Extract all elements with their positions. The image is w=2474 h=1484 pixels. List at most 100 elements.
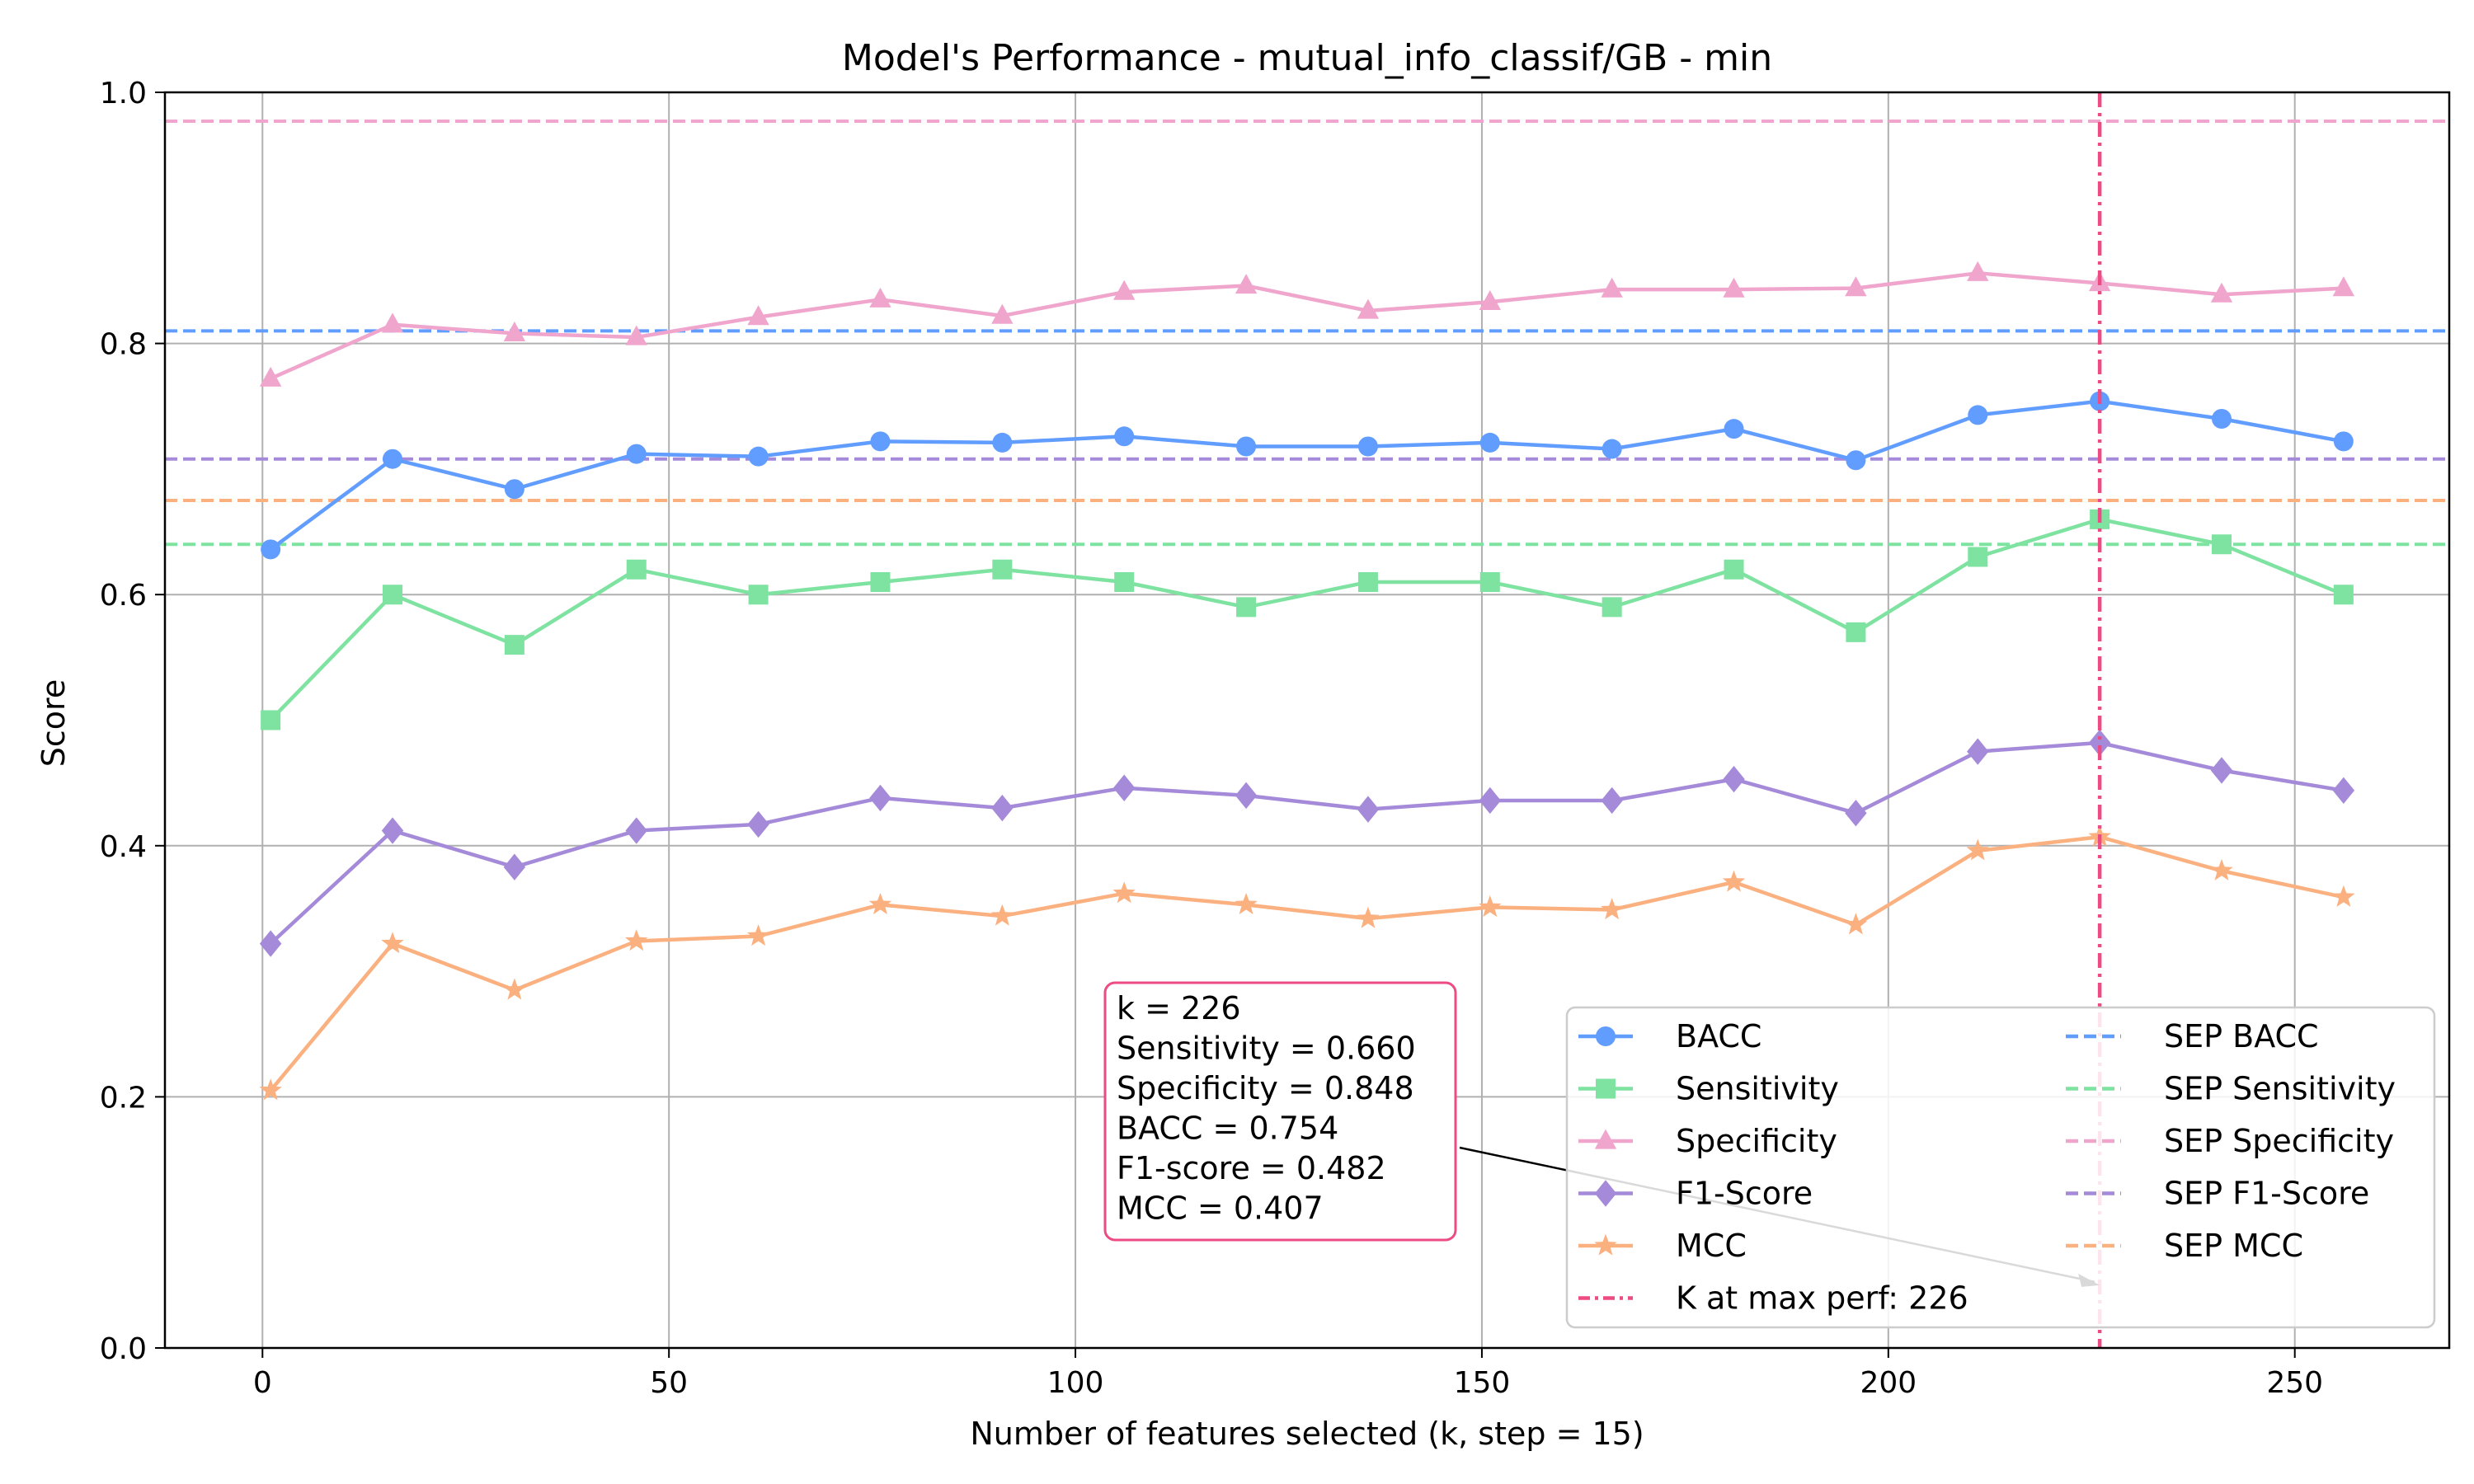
data-point: [1723, 765, 1745, 793]
data-point: [991, 794, 1014, 822]
data-point: [2332, 885, 2355, 907]
data-point: [503, 978, 526, 1000]
data-point: [261, 539, 281, 560]
data-point: [2088, 729, 2111, 757]
data-point: [1967, 261, 1989, 281]
legend-label: MCC: [1676, 1228, 1747, 1264]
plot-frame: [163, 91, 2451, 1350]
legend-label: SEP F1-Score: [2164, 1176, 2369, 1212]
data-point: [2210, 282, 2233, 303]
y-tick-label: 0.4: [100, 830, 147, 864]
legend-label: K at max perf: 226: [1676, 1280, 1968, 1317]
series-line: [269, 517, 2345, 722]
legend-label: BACC: [1676, 1018, 1761, 1054]
data-point: [2332, 276, 2355, 297]
annotation-line: BACC = 0.754: [1117, 1111, 1338, 1147]
data-point: [259, 930, 282, 957]
data-point: [504, 635, 524, 655]
data-point: [1724, 559, 1744, 580]
data-point: [1601, 277, 1623, 298]
data-point: [748, 446, 769, 467]
data-point: [381, 312, 404, 333]
data-point: [747, 305, 769, 326]
data-point: [1357, 571, 1378, 592]
series-lines: [259, 261, 2355, 1101]
annotation-line: MCC = 0.407: [1117, 1190, 1324, 1227]
data-point: [2210, 858, 2233, 881]
series-line: [269, 740, 2345, 946]
data-point: [503, 322, 526, 342]
data-point: [1235, 274, 1258, 294]
data-point: [1236, 597, 1257, 618]
legend-marker: [1594, 1129, 1617, 1149]
data-point: [1236, 436, 1257, 457]
data-point: [1235, 893, 1258, 914]
data-point: [1113, 279, 1136, 300]
axes: 0 50 100 150 200 250 0.0 0.2 0.4 0.6 0.8 1.0: [100, 77, 2451, 1400]
data-point: [1722, 870, 1746, 892]
annotation-line: F1-score = 0.482: [1117, 1150, 1386, 1186]
data-point: [1479, 289, 1501, 310]
y-tick-label: 1.0: [100, 77, 147, 110]
legend-label: SEP MCC: [2164, 1228, 2303, 1264]
legend-label: Sensitivity: [1676, 1071, 1839, 1107]
legend: BACC Sensitivity Specificity F1-Score MCC K a…: [1565, 1006, 2436, 1329]
legend-marker: [1596, 1078, 1616, 1099]
series-line: [269, 834, 2345, 1092]
data-point: [1846, 622, 1866, 642]
y-axis-label: Score: [35, 679, 72, 767]
data-point: [2332, 777, 2355, 804]
data-point: [1601, 898, 1624, 920]
data-point: [992, 432, 1013, 453]
data-point: [1114, 571, 1135, 592]
data-point: [1845, 800, 1867, 827]
data-point: [1357, 796, 1380, 823]
legend-label: F1-Score: [1676, 1176, 1813, 1212]
annotation-line: Specificity = 0.848: [1117, 1070, 1414, 1106]
data-point: [1723, 277, 1745, 298]
x-axis-label: Number of features selected (k, step = 1…: [970, 1416, 1644, 1452]
data-point: [1844, 913, 1868, 935]
legend-marker: [1596, 1026, 1616, 1046]
data-point: [1479, 432, 1500, 453]
legend-marker: [1594, 1233, 1617, 1256]
data-point: [1235, 782, 1258, 810]
x-tick-label: 100: [1047, 1366, 1104, 1400]
legend-box: [1565, 1006, 2436, 1329]
data-point: [748, 585, 769, 605]
data-point: [1357, 436, 1378, 457]
data-point: [1845, 276, 1867, 297]
data-point: [869, 287, 891, 308]
data-point: [2210, 757, 2233, 784]
data-point: [259, 1078, 282, 1101]
data-point: [1968, 405, 1988, 425]
data-point: [626, 444, 647, 464]
legend-label: SEP Specificity: [2164, 1123, 2394, 1159]
legend-label: Specificity: [1676, 1123, 1837, 1159]
data-point: [504, 479, 524, 500]
data-point: [991, 303, 1014, 324]
data-point: [1357, 906, 1380, 928]
data-point: [1601, 787, 1623, 815]
legend-label: SEP Sensitivity: [2164, 1071, 2396, 1107]
y-tick-label: 0.0: [100, 1332, 147, 1366]
series-line: [269, 399, 2345, 552]
x-tick-label: 0: [253, 1366, 272, 1400]
data-point: [1112, 881, 1136, 904]
data-point: [1114, 426, 1135, 447]
data-point: [2333, 585, 2354, 605]
y-tick-label: 0.2: [100, 1081, 147, 1115]
annotation-box: [1103, 981, 1457, 1242]
data-point: [1357, 298, 1380, 319]
data-point: [625, 817, 647, 844]
data-point: [383, 448, 403, 469]
annotation-line: k = 226: [1117, 990, 1241, 1026]
data-point: [869, 784, 891, 812]
data-point: [747, 810, 769, 838]
data-point: [259, 366, 282, 387]
chart-title: Model's Performance - mutual_info_classi…: [842, 37, 1772, 79]
annotation-line: Sensitivity = 0.660: [1117, 1031, 1416, 1067]
data-point: [1968, 547, 1988, 567]
